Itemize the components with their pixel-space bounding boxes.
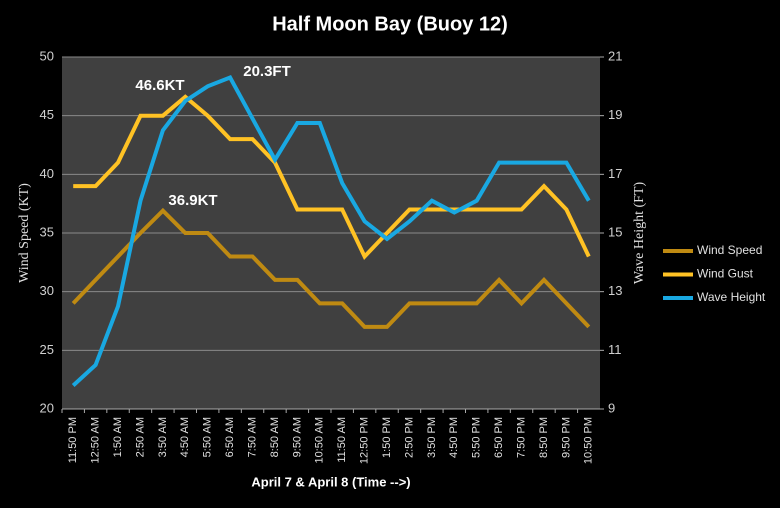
x-tick-label: 4:50 AM	[179, 417, 191, 457]
y2-axis-label: Wave Height (FT)	[632, 182, 647, 285]
annotation: 20.3FT	[243, 63, 291, 80]
x-tick-label: 11:50 AM	[336, 417, 348, 463]
x-tick-label: 4:50 PM	[448, 417, 460, 458]
chart-title: Half Moon Bay (Buoy 12)	[272, 13, 508, 35]
y2-tick-label: 13	[608, 283, 622, 298]
series-line	[71, 74, 591, 387]
y2-tick-label: 15	[608, 224, 622, 239]
x-tick-label: 12:50 AM	[90, 417, 102, 463]
x-tick-label: 10:50 PM	[583, 417, 595, 464]
y2-tick-label: 19	[608, 107, 622, 122]
x-tick-label: 12:50 PM	[359, 417, 371, 464]
y-tick-label: 50	[40, 48, 54, 63]
legend-label: Wind Gust	[697, 267, 754, 281]
x-tick-label: 7:50 PM	[515, 417, 527, 458]
x-tick-label: 3:50 AM	[157, 417, 169, 457]
y2-tick-label: 11	[608, 342, 622, 357]
x-tick-label: 8:50 PM	[538, 417, 550, 458]
annotation: 36.9KT	[168, 192, 217, 209]
x-tick-label: 5:50 AM	[202, 417, 214, 457]
x-tick-label: 7:50 AM	[246, 417, 258, 457]
x-axis-label: April 7 & April 8 (Time -->)	[251, 474, 410, 489]
series-line	[73, 94, 591, 260]
y-tick-label: 35	[40, 224, 54, 239]
x-tick-label: 8:50 AM	[269, 417, 281, 457]
x-tick-label: 1:50 AM	[112, 417, 124, 457]
x-tick-label: 6:50 PM	[493, 417, 505, 458]
y2-tick-label: 9	[608, 400, 615, 415]
y-tick-label: 25	[40, 342, 54, 357]
x-tick-label: 2:50 AM	[134, 417, 146, 457]
x-tick-label: 6:50 AM	[224, 417, 236, 457]
series-line	[71, 207, 591, 329]
x-tick-label: 11:50 PM	[67, 417, 79, 463]
x-tick-label: 10:50 AM	[314, 417, 326, 463]
x-tick-label: 9:50 PM	[560, 417, 572, 458]
x-tick-label: 3:50 PM	[426, 417, 438, 458]
y-tick-label: 40	[40, 166, 54, 181]
annotation: 46.6KT	[135, 77, 184, 94]
y-axis-label: Wind Speed (KT)	[17, 183, 32, 283]
x-tick-label: 9:50 AM	[291, 417, 303, 457]
y-tick-label: 30	[40, 283, 54, 298]
x-tick-label: 2:50 PM	[403, 417, 415, 458]
legend-label: Wave Height	[697, 290, 766, 304]
x-tick-label: 5:50 PM	[471, 417, 483, 458]
y2-tick-label: 17	[608, 166, 622, 181]
legend-label: Wind Speed	[697, 243, 762, 257]
y-tick-label: 45	[40, 107, 54, 122]
y2-tick-label: 21	[608, 48, 622, 63]
x-tick-label: 1:50 PM	[381, 417, 393, 458]
y-tick-label: 20	[40, 400, 54, 415]
